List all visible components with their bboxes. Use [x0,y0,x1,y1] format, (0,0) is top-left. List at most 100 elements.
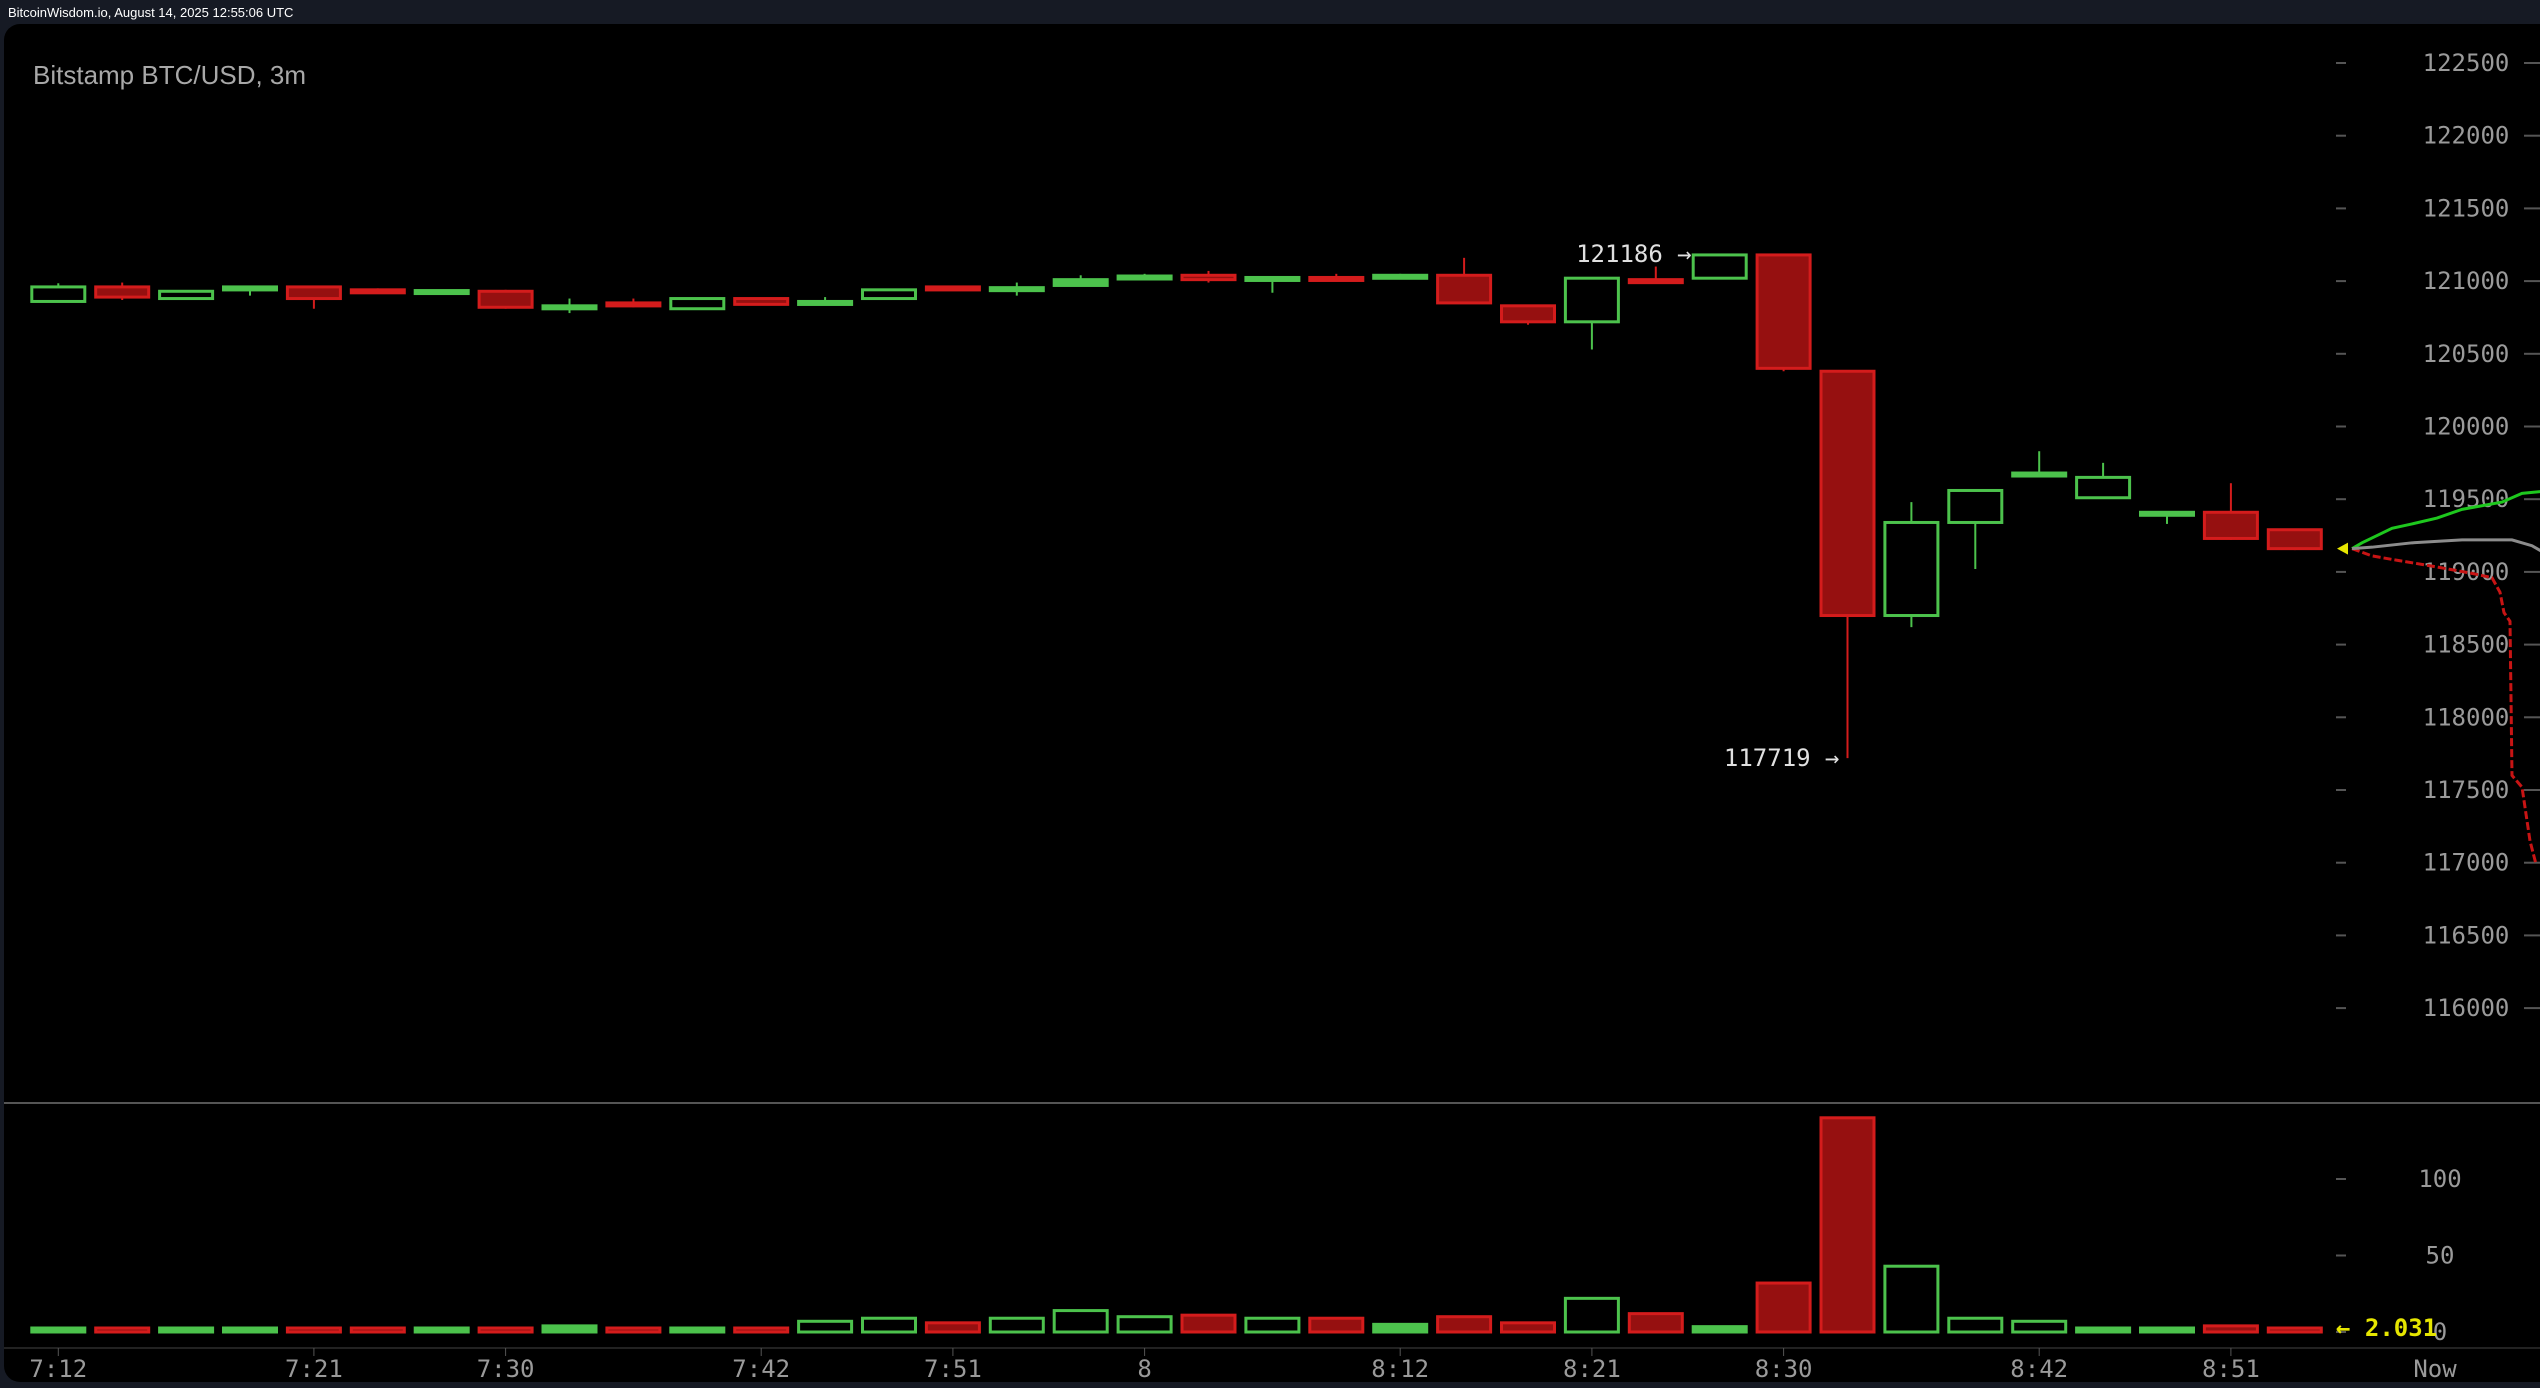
y-tick-label: 122500 [2423,49,2510,77]
x-tick-label: Now [2413,1355,2457,1382]
volume-bar [733,1326,790,1334]
volume-bar [1691,1325,1748,1334]
x-tick-label: 8:30 [1755,1355,1813,1382]
chart-title: Bitstamp BTC/USD, 3m [33,60,307,90]
x-tick-label: 7:21 [285,1355,343,1382]
volume-bar [1372,1322,1429,1334]
volume-bar [541,1324,598,1334]
mid-depth-line [2351,538,2540,553]
volume-bar [1819,1116,1876,1334]
volume-bar [797,1319,854,1334]
candle-body [2011,471,2068,478]
y-tick-label: 117500 [2423,776,2510,804]
candle-body [349,288,406,295]
candle-body [924,285,981,292]
volume-bar [1947,1316,2004,1334]
candle-body [605,301,662,308]
y-tick-label: 121000 [2423,267,2510,295]
volume-bar [1436,1315,1493,1334]
y-tick-label: 116000 [2423,994,2510,1022]
x-tick-label: 8 [1137,1355,1151,1382]
candle-body [1755,253,1812,370]
volume-bar [1627,1312,1684,1334]
volume-bar [1883,1264,1940,1334]
x-tick-label: 8:42 [2010,1355,2068,1382]
candle-body [1116,274,1173,281]
candle-body [1691,253,1748,280]
volume-bar [669,1326,726,1334]
volume-bar [1180,1313,1237,1334]
x-tick-label: 7:42 [732,1355,790,1382]
last-price-marker-icon [2337,542,2348,555]
x-tick-label: 8:51 [2202,1355,2260,1382]
candle-body [669,297,726,311]
candlestick-chart: 1225001220001215001210001205001200001195… [4,49,2540,1382]
candle-body [797,299,854,306]
y-tick-label: 122000 [2423,122,2510,150]
volume-tick-label: 100 [2418,1165,2461,1193]
y-tick-label: 118500 [2423,631,2510,659]
candle-body [2075,475,2132,500]
volume-bar [2075,1326,2132,1334]
candle-body [30,285,87,303]
volume-bar [158,1326,215,1334]
candle-body [413,289,470,296]
candle-body [541,304,598,311]
y-tick-label: 117000 [2423,849,2510,877]
candle-body [477,289,534,309]
candle-body [285,285,342,301]
volume-bar [605,1326,662,1334]
volume-bar [94,1326,151,1334]
volume-tick-label: 50 [2426,1242,2455,1270]
volume-tick-label: 0 [2433,1318,2447,1346]
candle-body [1436,273,1493,305]
volume-bar [1116,1315,1173,1334]
candle-body [1180,273,1237,282]
x-tick-label: 8:12 [1371,1355,1429,1382]
candle-body [1627,278,1684,285]
candle-body [2202,510,2259,540]
source-timestamp: BitcoinWisdom.io, August 14, 2025 12:55:… [8,5,294,20]
chart-panel: 122500 122000 121500 121000 120500 120000 1195… [4,24,2540,1382]
candle-body [1947,488,2004,524]
volume-bar [349,1326,406,1334]
ask-depth-line [2351,547,2538,865]
candle-body [1563,276,1620,324]
volume-bar [1563,1296,1620,1334]
volume-bar [1244,1316,1301,1334]
volume-bar [222,1326,278,1334]
volume-bar [285,1326,342,1334]
x-tick-label: 7:30 [477,1355,535,1382]
volume-bar [988,1316,1045,1334]
candle-body [1244,275,1301,282]
volume-bar [2011,1319,2068,1334]
x-tick-label: 7:12 [29,1355,87,1382]
candle-body [1819,369,1876,618]
candle-body [2266,528,2323,551]
y-tick-label: 120500 [2423,340,2510,368]
volume-bar [30,1326,87,1334]
volume-bar [413,1326,470,1334]
y-tick-label: 121500 [2423,194,2510,222]
volume-bar [2139,1326,2195,1334]
y-tick-label: 116500 [2423,921,2510,949]
volume-bar [1500,1321,1556,1334]
candle-body [1883,520,1940,618]
volume-bar [477,1326,534,1334]
candle-body [1500,304,1556,324]
volume-bar [861,1316,917,1334]
last-volume-annotation: ← 2.031 [2336,1314,2437,1342]
low-price-annotation: 117719 → [1724,744,1840,772]
candle-body [861,288,917,301]
candle-body [222,285,278,292]
candle-body [1372,273,1429,280]
x-tick-label: 7:51 [924,1355,982,1382]
volume-bar [2266,1326,2323,1334]
candle-body [2139,510,2195,517]
candle-body [1052,278,1109,287]
volume-bar [1308,1316,1365,1334]
candle-body [1308,275,1365,282]
candle-body [988,286,1045,293]
volume-bar [2202,1324,2259,1334]
volume-bar [1755,1281,1812,1334]
